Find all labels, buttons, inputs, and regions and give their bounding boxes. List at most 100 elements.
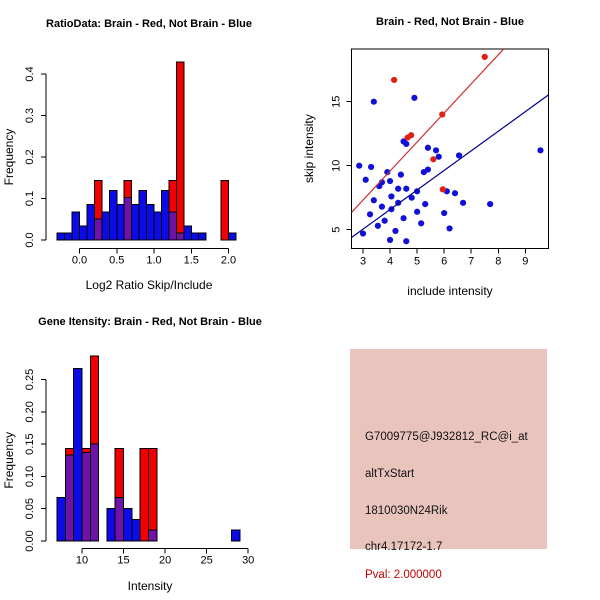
overlap-bar bbox=[168, 211, 177, 241]
not-brain-point bbox=[400, 215, 407, 222]
tick-label: 4 bbox=[387, 255, 393, 267]
x-axis: 3 4 5 6 7 8 9 bbox=[360, 248, 528, 267]
not-brain-point bbox=[381, 217, 388, 224]
blue-bar bbox=[106, 508, 116, 542]
not-brain-point bbox=[408, 194, 415, 201]
tick-label: 25 bbox=[201, 554, 213, 566]
tick-label: 7 bbox=[468, 255, 474, 267]
blue-bar bbox=[146, 204, 155, 241]
brain-point bbox=[481, 53, 488, 61]
blue-bar bbox=[153, 211, 162, 241]
tick-label: 0.10 bbox=[24, 466, 36, 487]
alt-event-type: altTxStart bbox=[365, 468, 415, 480]
tick-label: 1.5 bbox=[184, 254, 199, 266]
tick-label: 0.1 bbox=[24, 191, 36, 206]
gene-info-box: G7009775@J932812_RC@i_at altTxStart 1810… bbox=[350, 349, 547, 581]
not-brain-point bbox=[374, 222, 381, 229]
overlap-bar bbox=[123, 197, 133, 241]
blue-bar bbox=[198, 232, 207, 241]
not-brain-point bbox=[446, 225, 453, 232]
gene-symbol: 1810030N24Rik bbox=[365, 505, 448, 517]
blue-bar bbox=[231, 529, 241, 542]
brain-point bbox=[439, 186, 446, 193]
tick-label: 0.2 bbox=[24, 149, 36, 164]
blue-bar bbox=[101, 211, 110, 241]
tick-label: 0.15 bbox=[24, 433, 36, 454]
y-axis: 0.00 0.05 0.10 0.15 0.20 0.25 bbox=[24, 369, 47, 552]
ratio-histogram-panel: RatioData: Brain - Red, Not Brain - Blue… bbox=[2, 18, 252, 292]
not-brain-point bbox=[368, 163, 375, 171]
blue-bar bbox=[228, 232, 237, 241]
x-axis-label: Intensity bbox=[128, 579, 173, 593]
chart-title: RatioData: Brain - Red, Not Brain - Blue bbox=[46, 18, 252, 30]
red-bar bbox=[147, 448, 158, 542]
chart-title: Gene Itensity: Brain - Red, Not Brain - … bbox=[38, 316, 262, 328]
intensity-scatter-panel: Brain - Red, Not Brain - Blue include int… bbox=[302, 16, 549, 298]
histogram-bars bbox=[56, 61, 237, 241]
not-brain-point bbox=[414, 208, 421, 215]
overlap-bar bbox=[89, 443, 100, 542]
not-brain-point bbox=[418, 220, 425, 227]
brain-point bbox=[408, 132, 415, 139]
blue-bar bbox=[190, 232, 200, 241]
not-brain-point bbox=[370, 98, 377, 105]
x-axis: 0.0 0.5 1.0 1.5 2.0 bbox=[72, 247, 236, 266]
overlap-bar bbox=[64, 454, 75, 542]
blue-bar bbox=[131, 204, 140, 241]
blue-bar bbox=[108, 190, 118, 241]
not-brain-point bbox=[384, 169, 391, 176]
brain-point bbox=[430, 156, 437, 163]
not-brain-point bbox=[441, 209, 448, 217]
not-brain-point bbox=[395, 185, 402, 192]
gene-info-panel: G7009775@J932812_RC@i_at altTxStart 1810… bbox=[300, 300, 600, 600]
blue-bar bbox=[183, 225, 192, 241]
not-brain-point bbox=[455, 152, 463, 159]
tick-label: 0.20 bbox=[24, 401, 36, 422]
y-axis: 0.0 0.1 0.2 0.3 0.4 bbox=[24, 66, 47, 248]
x-axis: 10 15 20 25 30 bbox=[76, 547, 254, 566]
pval-text: Pval: 2.000000 bbox=[365, 569, 442, 581]
regression-line-red bbox=[351, 48, 504, 213]
not-brain-point bbox=[422, 201, 429, 208]
not-brain-point bbox=[359, 230, 367, 237]
blue-bar bbox=[56, 232, 66, 241]
not-brain-point bbox=[388, 193, 395, 200]
not-brain-point bbox=[403, 140, 410, 148]
overlap-bar bbox=[93, 218, 103, 241]
red-bar bbox=[175, 61, 185, 241]
not-brain-point bbox=[414, 188, 421, 195]
overlap-bar bbox=[81, 451, 91, 542]
blue-bar bbox=[79, 225, 88, 241]
tick-label: 10 bbox=[331, 160, 343, 172]
not-brain-point bbox=[366, 211, 374, 218]
brain-point bbox=[391, 76, 398, 84]
scatter-points bbox=[356, 53, 544, 245]
not-brain-point bbox=[537, 147, 544, 154]
blue-bar bbox=[123, 508, 133, 542]
histogram-bars bbox=[56, 355, 241, 542]
tick-label: 20 bbox=[159, 554, 171, 566]
y-axis-label: Frequency bbox=[2, 432, 16, 489]
not-brain-point bbox=[378, 203, 386, 210]
not-brain-point bbox=[397, 171, 404, 178]
tick-label: 0.3 bbox=[24, 108, 36, 123]
plot-box bbox=[351, 48, 549, 249]
tick-label: 5 bbox=[331, 227, 343, 233]
probe-id: G7009775@J932812_RC@i_at bbox=[365, 431, 528, 443]
overlap-bar bbox=[147, 529, 158, 542]
not-brain-point bbox=[403, 185, 410, 192]
tick-label: 0.0 bbox=[24, 232, 36, 247]
genomic-location: chr4.17172-1.7 bbox=[365, 541, 443, 553]
red-bar bbox=[220, 180, 230, 241]
overlap-bar bbox=[114, 497, 125, 542]
not-brain-point bbox=[370, 197, 377, 204]
not-brain-point bbox=[435, 153, 442, 160]
y-axis-label: Frequency bbox=[2, 129, 16, 186]
blue-bar bbox=[56, 497, 66, 542]
y-axis-label: skip intensity bbox=[302, 114, 316, 183]
tick-label: 3 bbox=[360, 255, 366, 267]
blue-bar bbox=[86, 204, 95, 241]
tick-label: 0.4 bbox=[24, 66, 36, 81]
blue-bar bbox=[116, 204, 125, 241]
